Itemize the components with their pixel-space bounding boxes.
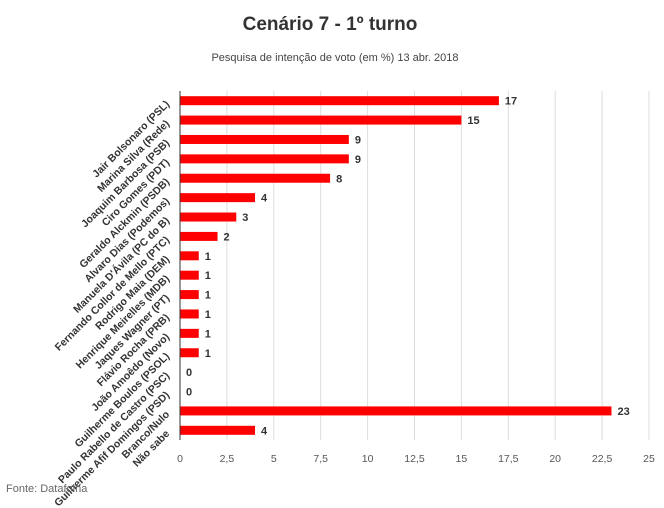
bar (180, 406, 612, 416)
source-note: Fonte: Datafolha (6, 483, 88, 495)
data-label: 1 (205, 328, 211, 340)
bar (180, 173, 331, 183)
bar (180, 425, 256, 435)
bar (180, 251, 199, 261)
bar (180, 96, 499, 106)
category-labels: Jair Bolsonaro (PSL)Marina Silva (Rede)J… (52, 98, 172, 508)
bar (180, 212, 237, 222)
x-tick-label: 7,5 (313, 453, 328, 465)
data-label: 15 (467, 115, 479, 127)
bar (180, 290, 199, 300)
x-tick-label: 0 (177, 453, 183, 465)
x-tick-label: 2,5 (220, 453, 235, 465)
x-tick-labels: 0 2,5 5 7,5 10 12,5 15 17,5 20 22,5 25 (177, 453, 655, 465)
x-tick-label: 12,5 (404, 453, 425, 465)
chart-subtitle: Pesquisa de intenção de voto (em %) 13 a… (211, 52, 458, 64)
data-label: 9 (355, 134, 361, 146)
data-label: 3 (242, 212, 248, 224)
bar (180, 231, 218, 241)
bar (180, 348, 199, 358)
bar (180, 154, 349, 164)
data-label: 0 (186, 387, 192, 399)
data-label: 17 (505, 96, 517, 108)
x-tick-label: 25 (643, 453, 655, 465)
x-tick-label: 5 (271, 453, 277, 465)
data-label: 9 (355, 154, 361, 166)
data-label: 1 (205, 251, 211, 263)
data-label: 4 (261, 425, 268, 437)
data-label: 23 (617, 406, 629, 418)
bar (180, 270, 199, 280)
bar (180, 134, 349, 144)
data-label: 0 (186, 367, 192, 379)
bar (180, 193, 256, 203)
data-label: 1 (205, 270, 211, 282)
gridlines (179, 91, 650, 440)
x-tick-label: 22,5 (592, 453, 613, 465)
data-label: 1 (205, 290, 211, 302)
chart-title: Cenário 7 - 1º turno (243, 14, 418, 35)
bar (180, 328, 199, 338)
data-label: 8 (336, 173, 342, 185)
x-tick-label: 15 (456, 453, 468, 465)
data-labels: 17 15 9 9 8 4 32 1 1 1 1 1 1 0 0 23 4 (186, 96, 630, 438)
x-tick-label: 10 (362, 453, 374, 465)
bar (180, 309, 199, 319)
data-label: 2 (224, 231, 230, 243)
bars (180, 96, 612, 435)
x-tick-label: 17,5 (498, 453, 519, 465)
data-label: 4 (261, 193, 268, 205)
bar (180, 115, 462, 125)
data-label: 1 (205, 348, 211, 360)
x-tick-label: 20 (549, 453, 561, 465)
data-label: 1 (205, 309, 211, 321)
